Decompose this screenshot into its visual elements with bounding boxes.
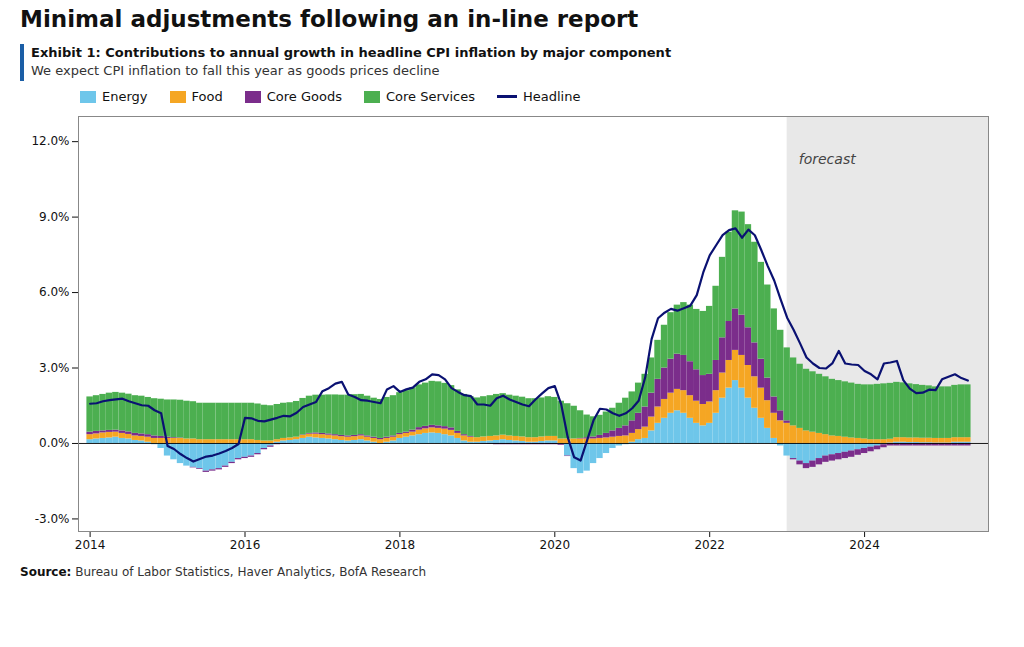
svg-text:2020: 2020 <box>540 538 571 552</box>
svg-text:2022: 2022 <box>694 538 725 552</box>
html-text:Exhibit 1: Contributions to an: Exhibit 1: Contributions to annual growt… <box>31 44 672 60</box>
svg-text:2016: 2016 <box>230 538 261 552</box>
svg-text:2014: 2014 <box>75 538 106 552</box>
svg-text:2018: 2018 <box>385 538 416 552</box>
html-text:Food: Food <box>191 89 223 105</box>
svg-text:3.0%: 3.0% <box>39 361 70 375</box>
svg-text:-3.0%: -3.0% <box>35 512 70 526</box>
html-text:Core Goods: Core Goods <box>266 89 342 105</box>
html-text:Core Services: Core Services <box>385 89 475 105</box>
html-text:Headline: Headline <box>523 89 581 105</box>
svg-text:2024: 2024 <box>849 538 880 552</box>
html-text:We expect CPI inflation to fal: We expect CPI inflation to fall this yea… <box>31 63 440 79</box>
html-text:Energy: Energy <box>102 89 148 105</box>
svg-text:0.0%: 0.0% <box>39 437 70 451</box>
html-text:Minimal adjustments following: Minimal adjustments following an in-line… <box>20 6 639 32</box>
html-text:Source: Bureau of Labor Statis: Source: Bureau of Labor Statistics, Have… <box>20 565 427 580</box>
svg-text:6.0%: 6.0% <box>39 286 70 300</box>
svg-text:forecast: forecast <box>799 151 856 167</box>
svg-text:12.0%: 12.0% <box>31 135 69 149</box>
svg-text:9.0%: 9.0% <box>39 210 70 224</box>
